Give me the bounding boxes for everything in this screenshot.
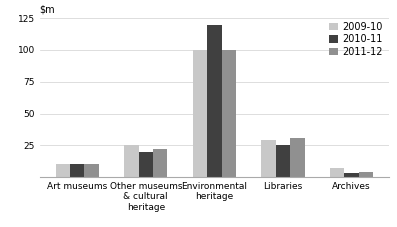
Bar xyxy=(290,138,304,177)
Bar xyxy=(359,172,373,177)
Bar xyxy=(193,50,207,177)
Bar xyxy=(56,164,70,177)
Bar xyxy=(207,25,222,177)
Bar xyxy=(344,173,359,177)
Bar xyxy=(153,149,168,177)
Bar xyxy=(70,164,85,177)
Bar xyxy=(85,164,99,177)
Bar xyxy=(330,168,344,177)
Bar xyxy=(261,140,276,177)
Bar xyxy=(124,145,139,177)
Text: $m: $m xyxy=(40,5,55,15)
Bar xyxy=(139,152,153,177)
Bar xyxy=(276,145,290,177)
Legend: 2009-10, 2010-11, 2011-12: 2009-10, 2010-11, 2011-12 xyxy=(327,20,384,59)
Bar xyxy=(222,50,236,177)
